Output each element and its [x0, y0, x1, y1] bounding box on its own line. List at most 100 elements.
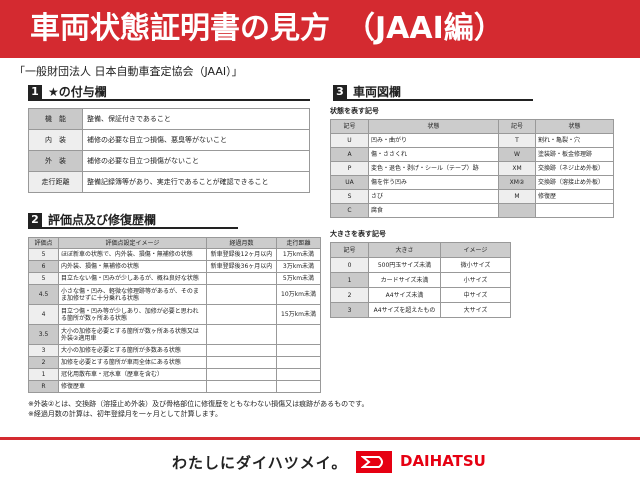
size-table: 記号 大きさ イメージ 0 500円玉サイズ未満 微小サイズ 1 カードサイズ未満 小サイ… [330, 242, 511, 318]
table-row: U 凹み・曲がり T 割れ・亀裂・穴 [330, 133, 614, 148]
table-cell: 小さな傷・凹み、軽微な修理跡等があるが、そのまま加修せずに十分乗れる状態 [58, 284, 207, 305]
note: ※経過月数の計算は、初年登録月を一ヶ月として計算します。 [28, 410, 222, 418]
table-cell: 4.5 [28, 284, 59, 305]
table-cell: 2 [28, 356, 59, 369]
table-cell: 5 [28, 272, 59, 285]
table-cell: 凹み・曲がり [368, 133, 499, 148]
table-cell: U [330, 133, 369, 148]
table-cell: 4 [28, 304, 59, 325]
table-row: 0 500円玉サイズ未満 微小サイズ [330, 257, 511, 273]
table-row: UA 傷を伴う凹み XM② 交換跡（溶接止め外板） [330, 175, 614, 190]
page-title: 車両状態証明書の見方 （JAAI編） [0, 0, 640, 58]
table-cell: 5万km未満 [276, 272, 321, 285]
table-row: 5 目立たない傷・凹みが少しあるが、概ね良好な状態 5万km未満 [28, 272, 321, 285]
table-cell: 内外装、損傷・無補修の状態 [58, 260, 207, 273]
state-table: 記号 状態 記号 状態 U 凹み・曲がり T 割れ・亀裂・穴 A 傷・ささくれ W 塗装跡・板… [330, 119, 614, 218]
table-row: R 修復歴車 [28, 380, 321, 393]
table-cell [276, 356, 321, 369]
col-header: 評価点 [28, 237, 59, 249]
notes: ※外装②とは、交換跡（溶接止め外装）及び骨格部位に修復歴をともなわない損傷又は痕… [28, 399, 368, 419]
table-cell: A4サイズ未満 [368, 287, 441, 303]
table-row: 4 目立つ傷・凹み等が少しあり、加修が必要と思われる箇所が数ヶ所ある状態 15万km… [28, 304, 321, 325]
table-cell: 小サイズ [440, 272, 511, 288]
section-3-heading: 3 車両図欄 [333, 84, 533, 101]
table-cell: 腐食 [368, 203, 499, 218]
table-cell [276, 380, 321, 393]
col-header: 評価点設定イメージ [58, 237, 207, 249]
table-cell: 15万km未満 [276, 304, 321, 325]
col-header: 走行距離 [276, 237, 321, 249]
vehicle-diagram-column: 状態を表す記号 記号 状態 記号 状態 U 凹み・曲がり T 割れ・亀裂・穴 A 傷・ささ… [330, 107, 620, 318]
table-row: 2 A4サイズ未満 中サイズ [330, 287, 511, 303]
slogan-logo: わたしにダイハツメイ。 [172, 454, 348, 472]
section-title: 車両図欄 [353, 85, 402, 99]
col-header: イメージ [440, 242, 511, 258]
table-row: P 変色・退色・剥げ・シール（テープ）跡 XM 交換跡（ネジ止め外板） [330, 161, 614, 176]
table-cell: R [28, 380, 59, 393]
table-cell [206, 324, 277, 345]
table-cell: 目立たない傷・凹みが少しあるが、概ね良好な状態 [58, 272, 207, 285]
table-row: 外 装補修の必要な目立つ損傷がないこと [28, 150, 310, 172]
table-cell: 新車登録後12ヶ月以内 [206, 248, 277, 261]
table-cell: 1 [330, 272, 369, 288]
table-cell [535, 203, 614, 218]
table-cell: さび [368, 189, 499, 204]
score-table: 評価点 評価点設定イメージ 経過月数 走行距離 5 ほぼ新車の状態で、内外装、損傷… [28, 237, 321, 393]
table-cell: 修復歴車 [58, 380, 207, 393]
table-cell: 変色・退色・剥げ・シール（テープ）跡 [368, 161, 499, 176]
table-cell [276, 344, 321, 357]
section-title: ★の付与欄 [48, 85, 107, 99]
col-header: 状態 [368, 119, 499, 134]
col-header: 記号 [330, 242, 369, 258]
table-cell: A [330, 147, 369, 162]
table-cell: 3 [28, 344, 59, 357]
table-cell [206, 304, 277, 325]
table-cell: 大小の加修を必要とする箇所が数ヶ所ある状態又は外装②適用車 [58, 324, 207, 345]
section-title: 評価点及び修復歴欄 [48, 213, 157, 227]
table-cell: 10万km未満 [276, 284, 321, 305]
table-cell: 整備、保証付きであること [82, 108, 310, 130]
table-cell: UA [330, 175, 369, 190]
table-cell: C [330, 203, 369, 218]
col-header: 状態 [535, 119, 614, 134]
table-cell: A4サイズを超えたもの [368, 302, 441, 318]
table-cell: 微小サイズ [440, 257, 511, 273]
brand-name: DAIHATSU [400, 452, 486, 470]
table-cell: 交換跡（ネジ止め外板） [535, 161, 614, 176]
table-cell: 走行距離 [28, 171, 83, 193]
table-row: 3 A4サイズを超えたもの 大サイズ [330, 302, 511, 318]
table-cell: XM [498, 161, 536, 176]
table-cell: 傷・ささくれ [368, 147, 499, 162]
table-cell: 1万km未満 [276, 248, 321, 261]
note: ※外装②とは、交換跡（溶接止め外装）及び骨格部位に修復歴をともなわない損傷又は痕… [28, 400, 369, 408]
col-header: 大きさ [368, 242, 441, 258]
star-table: 機 能整備、保証付きであること内 装補修の必要な目立つ損傷、悪臭等がないこと外 … [28, 108, 310, 193]
table-row: 5 ほぼ新車の状態で、内外装、損傷・無補修の状態 新車登録後12ヶ月以内 1万km未満 [28, 248, 321, 261]
table-row: 3 大小の加修を必要とする箇所が多数ある状態 [28, 344, 321, 357]
table-cell: XM② [498, 175, 536, 190]
table-row: S さび M 修復歴 [330, 189, 614, 204]
table-row: A 傷・ささくれ W 塗装跡・板金修理跡 [330, 147, 614, 162]
table-row: 6 内外装、損傷・無補修の状態 新車登録後36ヶ月以内 3万km未満 [28, 260, 321, 273]
table-cell: 5 [28, 248, 59, 261]
table-cell: 機 能 [28, 108, 83, 130]
table-cell: 大サイズ [440, 302, 511, 318]
table-row: 1 冠化用散布車・冠水車（歴車を含む） [28, 368, 321, 381]
table-cell: カードサイズ未満 [368, 272, 441, 288]
state-symbols-label: 状態を表す記号 [330, 107, 379, 115]
table-cell: 補修の必要な目立つ損傷、悪臭等がないこと [82, 129, 310, 151]
table-row: 内 装補修の必要な目立つ損傷、悪臭等がないこと [28, 129, 310, 151]
table-cell: W [498, 147, 536, 162]
table-cell [206, 284, 277, 305]
table-cell: 新車登録後36ヶ月以内 [206, 260, 277, 273]
col-header: 記号 [498, 119, 536, 134]
table-cell: 2 [330, 287, 369, 303]
table-cell: 冠化用散布車・冠水車（歴車を含む） [58, 368, 207, 381]
score-column: 評価点 評価点設定イメージ 経過月数 走行距離 5 ほぼ新車の状態で、内外装、損傷… [28, 237, 368, 419]
table-cell: P [330, 161, 369, 176]
table-cell: 傷を伴う凹み [368, 175, 499, 190]
subtitle: 「一般財団法人 日本自動車査定協会（JAAI）」 [14, 65, 243, 78]
size-symbols-label: 大きさを表す記号 [330, 230, 386, 238]
daihatsu-logo-icon [356, 451, 392, 473]
table-row: 1 カードサイズ未満 小サイズ [330, 272, 511, 288]
